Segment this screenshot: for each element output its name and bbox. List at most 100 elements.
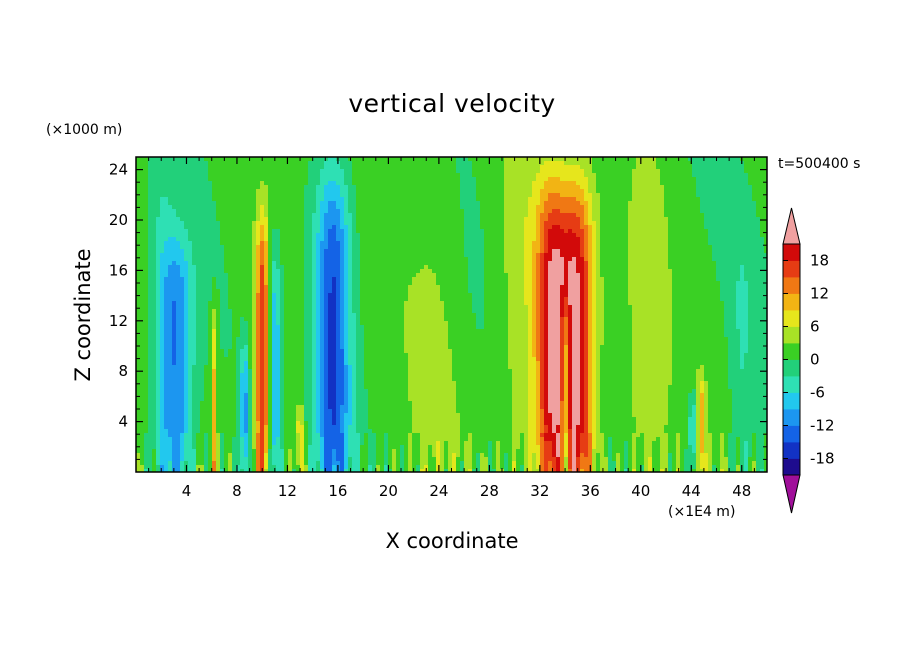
- heatmap-cell: [188, 189, 193, 194]
- heatmap-cell: [592, 161, 597, 166]
- heatmap-cell: [532, 245, 537, 250]
- heatmap-cell: [644, 229, 649, 234]
- heatmap-cell: [316, 205, 321, 210]
- heatmap-cell: [692, 213, 697, 218]
- heatmap-cell: [208, 245, 213, 250]
- heatmap-cell: [512, 181, 517, 186]
- heatmap-cell: [136, 173, 141, 178]
- heatmap-cell: [256, 281, 261, 286]
- heatmap-cell: [136, 273, 141, 278]
- heatmap-cell: [488, 165, 493, 170]
- heatmap-cell: [504, 277, 509, 282]
- heatmap-cell: [684, 173, 689, 178]
- heatmap-cell: [512, 233, 517, 238]
- heatmap-cell: [556, 257, 561, 262]
- heatmap-cell: [296, 209, 301, 214]
- heatmap-cell: [536, 217, 541, 222]
- heatmap-cell: [276, 177, 281, 182]
- heatmap-cell: [448, 157, 453, 162]
- heatmap-cell: [732, 181, 737, 186]
- heatmap-cell: [372, 193, 377, 198]
- heatmap-cell: [272, 157, 277, 162]
- heatmap-cell: [408, 273, 413, 278]
- heatmap-cell: [160, 277, 165, 282]
- heatmap-cell: [740, 213, 745, 218]
- heatmap-cell: [456, 157, 461, 162]
- heatmap-cell: [136, 229, 141, 234]
- heatmap-cell: [552, 249, 557, 254]
- heatmap-cell: [452, 177, 457, 182]
- heatmap-cell: [512, 201, 517, 206]
- heatmap-cell: [720, 249, 725, 254]
- heatmap-cell: [164, 169, 169, 174]
- heatmap-cell: [164, 205, 169, 210]
- heatmap-cell: [176, 197, 181, 202]
- heatmap-cell: [416, 181, 421, 186]
- heatmap-cell: [152, 181, 157, 186]
- heatmap-cell: [704, 261, 709, 266]
- heatmap-cell: [596, 233, 601, 238]
- heatmap-cell: [284, 257, 289, 262]
- heatmap-cell: [524, 249, 529, 254]
- heatmap-cell: [168, 209, 173, 214]
- heatmap-cell: [468, 261, 473, 266]
- heatmap-cell: [708, 177, 713, 182]
- heatmap-cell: [272, 205, 277, 210]
- heatmap-cell: [228, 237, 233, 242]
- heatmap-cell: [712, 181, 717, 186]
- heatmap-cell: [204, 277, 209, 282]
- heatmap-cell: [380, 205, 385, 210]
- heatmap-cell: [560, 157, 565, 162]
- heatmap-cell: [368, 173, 373, 178]
- heatmap-cell: [164, 185, 169, 190]
- heatmap-cell: [548, 229, 553, 234]
- heatmap-cell: [656, 197, 661, 202]
- heatmap-cell: [256, 253, 261, 258]
- heatmap-cell: [656, 193, 661, 198]
- heatmap-cell: [424, 197, 429, 202]
- heatmap-cell: [624, 193, 629, 198]
- heatmap-cell: [420, 193, 425, 198]
- heatmap-cell: [420, 269, 425, 274]
- heatmap-cell: [180, 249, 185, 254]
- heatmap-cell: [324, 161, 329, 166]
- heatmap-cell: [516, 181, 521, 186]
- heatmap-cell: [512, 193, 517, 198]
- heatmap-cell: [456, 257, 461, 262]
- heatmap-cell: [732, 241, 737, 246]
- heatmap-cell: [664, 229, 669, 234]
- heatmap-cell: [460, 157, 465, 162]
- heatmap-cell: [504, 169, 509, 174]
- heatmap-cell: [716, 213, 721, 218]
- heatmap-cell: [200, 257, 205, 262]
- heatmap-cell: [228, 225, 233, 230]
- heatmap-cell: [432, 277, 437, 282]
- heatmap-cell: [424, 201, 429, 206]
- heatmap-cell: [464, 241, 469, 246]
- heatmap-cell: [336, 189, 341, 194]
- heatmap-cell: [628, 253, 633, 258]
- heatmap-cell: [556, 249, 561, 254]
- heatmap-cell: [340, 233, 345, 238]
- heatmap-cell: [464, 221, 469, 226]
- heatmap-cell: [220, 249, 225, 254]
- heatmap-cell: [280, 265, 285, 270]
- heatmap-cell: [180, 257, 185, 262]
- heatmap-cell: [184, 265, 189, 270]
- heatmap-cell: [548, 265, 553, 270]
- heatmap-cell: [580, 165, 585, 170]
- heatmap-cell: [708, 197, 713, 202]
- heatmap-cell: [760, 201, 765, 206]
- heatmap-cell: [612, 241, 617, 246]
- heatmap-cell: [360, 245, 365, 250]
- heatmap-cell: [188, 185, 193, 190]
- heatmap-cell: [408, 185, 413, 190]
- heatmap-cell: [524, 257, 529, 262]
- heatmap-cell: [240, 277, 245, 282]
- heatmap-cell: [332, 241, 337, 246]
- heatmap-cell: [260, 233, 265, 238]
- heatmap-cell: [756, 177, 761, 182]
- heatmap-cell: [232, 253, 237, 258]
- heatmap-cell: [404, 229, 409, 234]
- heatmap-cell: [312, 197, 317, 202]
